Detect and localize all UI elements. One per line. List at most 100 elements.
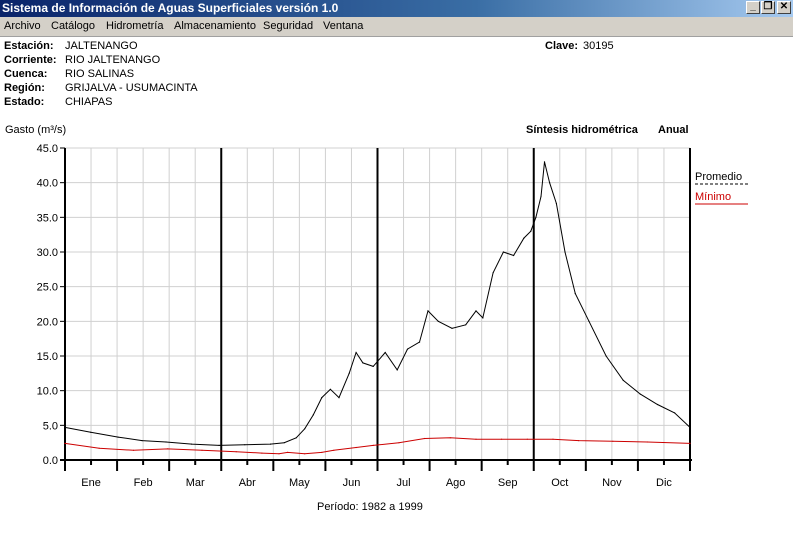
data-point	[530, 230, 532, 232]
y-tick-label: 20.0	[37, 316, 58, 328]
x-tick-label: Ene	[81, 477, 101, 489]
cuenca-label: Cuenca:	[4, 68, 48, 80]
data-point	[191, 443, 193, 445]
data-point	[605, 355, 607, 357]
data-point	[574, 293, 576, 295]
data-point	[482, 317, 484, 319]
restore-icon: ❐	[763, 1, 773, 12]
data-point	[244, 444, 246, 446]
y-tick-label: 45.0	[37, 143, 58, 155]
data-point	[132, 449, 135, 451]
menu-catalogo[interactable]: Catálogo	[51, 20, 96, 32]
y-tick-label: 15.0	[37, 351, 58, 363]
data-point	[396, 369, 398, 371]
data-point	[555, 202, 558, 205]
data-point	[362, 362, 364, 364]
data-point	[98, 447, 100, 449]
x-tick-label: Jun	[343, 477, 361, 489]
y-tick-label: 25.0	[37, 282, 58, 294]
window-title: Sistema de Información de Aguas Superfic…	[2, 1, 339, 15]
data-point	[526, 438, 528, 440]
x-tick-label: Feb	[134, 477, 153, 489]
data-point	[578, 440, 580, 442]
menu-archivo[interactable]: Archivo	[4, 20, 41, 32]
minimize-icon: _	[750, 1, 756, 12]
title-bar: Sistema de Información de Aguas Superfic…	[0, 0, 793, 17]
data-point	[689, 442, 691, 444]
chart-title: Síntesis hidrométrica	[526, 124, 638, 136]
data-point	[338, 397, 340, 399]
data-point	[278, 453, 280, 455]
data-point	[295, 437, 297, 439]
y-tick-label: 35.0	[37, 212, 58, 224]
data-point	[639, 393, 641, 395]
region-label: Región:	[4, 82, 45, 94]
data-point	[475, 310, 477, 312]
data-point	[437, 320, 439, 322]
data-point	[689, 426, 691, 428]
y-tick-label: 0.0	[43, 455, 58, 467]
data-point	[64, 426, 66, 428]
corriente-label: Corriente:	[4, 54, 57, 66]
data-point	[287, 451, 289, 453]
data-point	[235, 451, 237, 453]
data-point	[406, 348, 409, 350]
menu-hidrometria[interactable]: Hidrometría	[106, 20, 164, 32]
data-point	[201, 449, 203, 451]
data-point	[261, 452, 263, 454]
data-point	[540, 195, 542, 198]
data-point	[549, 182, 551, 184]
clave-label: Clave:	[545, 40, 579, 52]
data-point	[304, 428, 306, 430]
data-point	[501, 438, 503, 440]
menu-ventana[interactable]: Ventana	[323, 20, 364, 32]
data-point	[427, 310, 429, 312]
data-point	[449, 437, 451, 439]
data-point	[355, 446, 357, 449]
x-tick-label: Nov	[602, 477, 622, 489]
data-point	[622, 379, 624, 381]
cuenca-value: RIO SALINAS	[65, 68, 135, 80]
minimize-button[interactable]: _	[746, 1, 760, 14]
estacion-value: JALTENANGO	[65, 40, 138, 52]
data-point	[141, 440, 143, 442]
y-tick-label: 40.0	[37, 178, 58, 190]
data-point	[475, 438, 477, 440]
close-button[interactable]: ✕	[777, 1, 791, 14]
menu-seguridad[interactable]: Seguridad	[263, 20, 314, 32]
legend-label: Mínimo	[695, 191, 731, 203]
data-point	[646, 441, 648, 443]
x-tick-label: Mar	[186, 477, 205, 489]
chart-mode: Anual	[658, 124, 689, 136]
data-point	[355, 351, 357, 354]
y-tick-label: 5.0	[43, 420, 58, 432]
data-point	[321, 397, 323, 399]
estado-value: CHIAPAS	[65, 96, 113, 108]
y-axis-label: Gasto (m³/s)	[5, 124, 67, 136]
x-tick-label: May	[289, 477, 310, 489]
data-point	[312, 414, 314, 416]
data-point	[612, 440, 614, 442]
restore-button[interactable]: ❐	[761, 1, 775, 14]
x-tick-label: Oct	[551, 477, 568, 489]
data-point	[523, 237, 525, 239]
data-point	[492, 272, 494, 274]
menu-almacenamiento[interactable]: Almacenamiento	[174, 20, 256, 32]
data-point	[372, 365, 374, 367]
data-point	[165, 441, 167, 443]
menu-bar: Archivo Catálogo Hidrometría Almacenamie…	[0, 17, 793, 37]
data-point	[90, 431, 92, 433]
data-point	[418, 341, 421, 343]
data-point	[117, 436, 119, 438]
period-label: Período: 1982 a 1999	[317, 501, 423, 513]
data-point	[564, 251, 566, 253]
data-point	[465, 324, 467, 326]
data-point	[451, 327, 453, 329]
data-point	[513, 254, 515, 257]
estacion-label: Estación:	[4, 40, 54, 52]
clave-value: 30195	[583, 40, 614, 52]
x-tick-label: Ago	[446, 477, 466, 489]
data-point	[552, 438, 554, 440]
x-tick-label: Jul	[397, 477, 411, 489]
